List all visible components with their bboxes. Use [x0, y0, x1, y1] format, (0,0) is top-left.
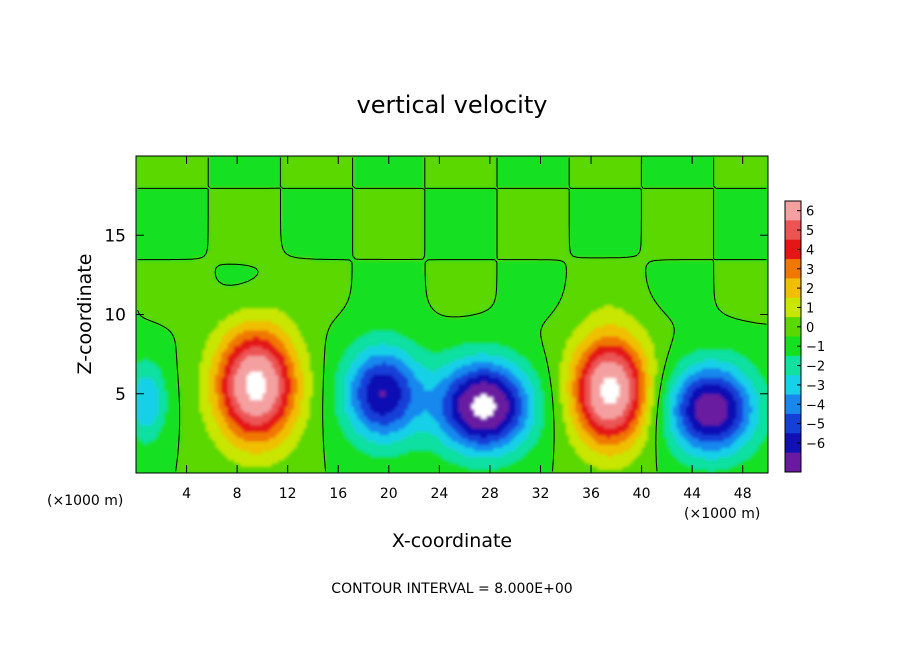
colorbar-swatch — [785, 355, 801, 376]
colorbar-swatch — [785, 413, 801, 434]
zero-contour — [137, 157, 767, 472]
colorbar-swatch — [785, 239, 801, 260]
contour-interval-note: CONTOUR INTERVAL = 8.000E+00 — [331, 581, 572, 597]
colorbar-swatch — [785, 394, 801, 415]
colorbar-swatch — [785, 220, 801, 241]
x-tick-label: 16 — [329, 486, 347, 502]
y-axis-label: Z-coordinate — [74, 254, 96, 375]
x-tick-label: 28 — [481, 486, 499, 502]
colorbar-label: −6 — [806, 437, 825, 452]
colorbar-swatch — [785, 433, 801, 454]
velocity-field — [136, 156, 768, 473]
plot-area — [136, 156, 768, 473]
colorbar-swatch — [785, 317, 801, 337]
y-tick-label: 5 — [115, 385, 126, 405]
y-tick-label: 15 — [104, 226, 126, 246]
colorbar-label: 1 — [806, 301, 814, 316]
colorbar-swatch — [785, 278, 801, 299]
colorbar-label: 2 — [806, 282, 814, 297]
x-tick-label: 20 — [380, 486, 398, 502]
colorbar-label: 3 — [806, 263, 814, 278]
y-axis-ticks: 5 10 15 — [104, 226, 768, 405]
colorbar-swatch — [785, 375, 801, 395]
x-tick-label: 4 — [182, 486, 191, 502]
colorbar-label: 6 — [806, 205, 814, 220]
chart-title: vertical velocity — [357, 91, 548, 119]
colorbar-label: −3 — [806, 379, 825, 394]
colorbar-label: 4 — [806, 243, 814, 258]
x-tick-label: 32 — [532, 486, 550, 502]
colorbar-label: −4 — [806, 398, 825, 413]
x-unit-right: (×1000 m) — [684, 506, 760, 522]
x-tick-label: 40 — [633, 486, 651, 502]
x-tick-label: 8 — [233, 486, 242, 502]
colorbar-frame — [784, 200, 802, 473]
x-tick-label: 12 — [279, 486, 297, 502]
x-unit-left: (×1000 m) — [47, 493, 123, 509]
colorbar-label: 0 — [806, 321, 814, 336]
x-axis-ticks: 4 8 12 16 20 24 28 32 36 40 44 48 — [182, 156, 752, 502]
colorbar: 6 5 4 3 2 1 0 −1 −2 −3 −4 −5 −6 — [784, 200, 825, 473]
x-tick-label: 36 — [582, 486, 600, 502]
colorbar-swatch — [785, 297, 801, 318]
x-tick-label: 48 — [734, 486, 752, 502]
x-axis-label: X-coordinate — [392, 530, 512, 552]
colorbar-swatch — [785, 259, 801, 279]
colorbar-label: −2 — [806, 360, 825, 375]
colorbar-label: −1 — [806, 340, 825, 355]
x-tick-label: 44 — [683, 486, 701, 502]
colorbar-swatch — [785, 452, 801, 473]
x-tick-label: 24 — [430, 486, 448, 502]
colorbar-swatch — [785, 336, 801, 357]
colorbar-swatch — [785, 201, 801, 221]
contour-lines — [137, 157, 767, 472]
y-tick-label: 10 — [104, 306, 126, 326]
colorbar-label: 5 — [806, 224, 814, 239]
colorbar-label: −5 — [806, 418, 825, 433]
